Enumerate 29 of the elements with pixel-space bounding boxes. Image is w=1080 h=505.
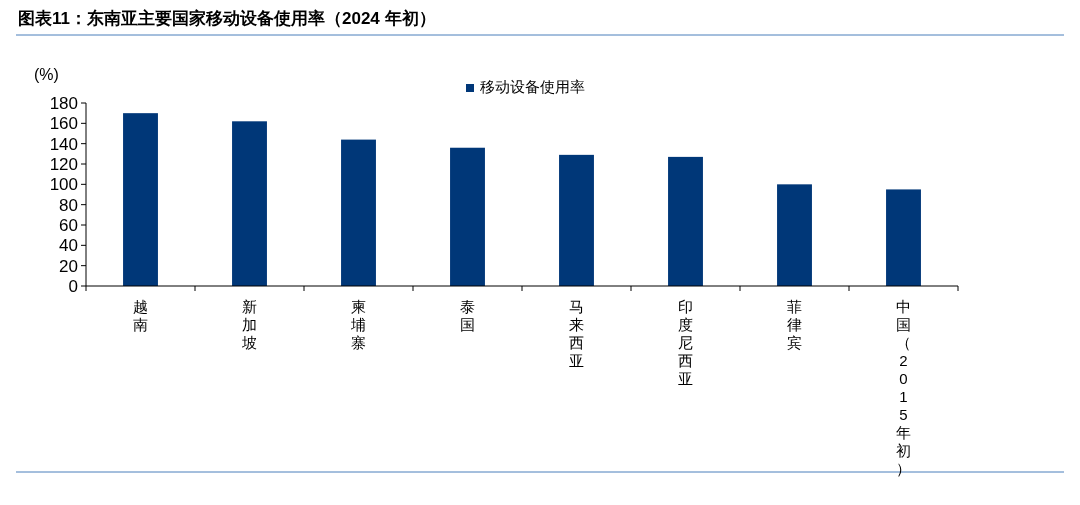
bar	[668, 156, 703, 286]
y-tick-label: 20	[59, 256, 78, 276]
category-label: 中国（2015年初）	[896, 298, 911, 477]
y-tick-label: 180	[49, 94, 78, 113]
y-tick-label: 0	[68, 277, 78, 296]
x-tick-label: 新加坡	[241, 298, 257, 351]
y-tick-label: 140	[49, 134, 78, 154]
x-tick-label: 菲律宾	[787, 298, 802, 351]
y-tick-label: 100	[49, 175, 78, 195]
bar	[559, 154, 594, 286]
y-tick-label: 80	[59, 195, 78, 215]
bar	[777, 184, 812, 286]
y-tick-label: 60	[59, 216, 78, 235]
y-tick-label: 40	[59, 236, 78, 256]
chart-title: 图表11：东南亚主要国家移动设备使用率（2024 年初）	[18, 9, 436, 28]
x-tick-label: 马来西亚	[569, 298, 584, 369]
x-tick-label: 印度尼西亚	[678, 298, 693, 387]
legend-label: 移动设备使用率	[480, 78, 585, 95]
bar	[341, 139, 376, 286]
bar	[886, 189, 921, 286]
bar	[123, 113, 158, 286]
y-axis-title: (%)	[34, 66, 59, 83]
bar	[450, 147, 485, 286]
x-tick-label: 柬埔寨	[350, 298, 366, 351]
x-tick-label: 泰国	[460, 298, 475, 333]
bar	[232, 121, 267, 286]
y-tick-label: 120	[49, 155, 78, 174]
y-tick-label: 160	[49, 114, 78, 134]
x-tick-label: 越南	[133, 298, 148, 333]
